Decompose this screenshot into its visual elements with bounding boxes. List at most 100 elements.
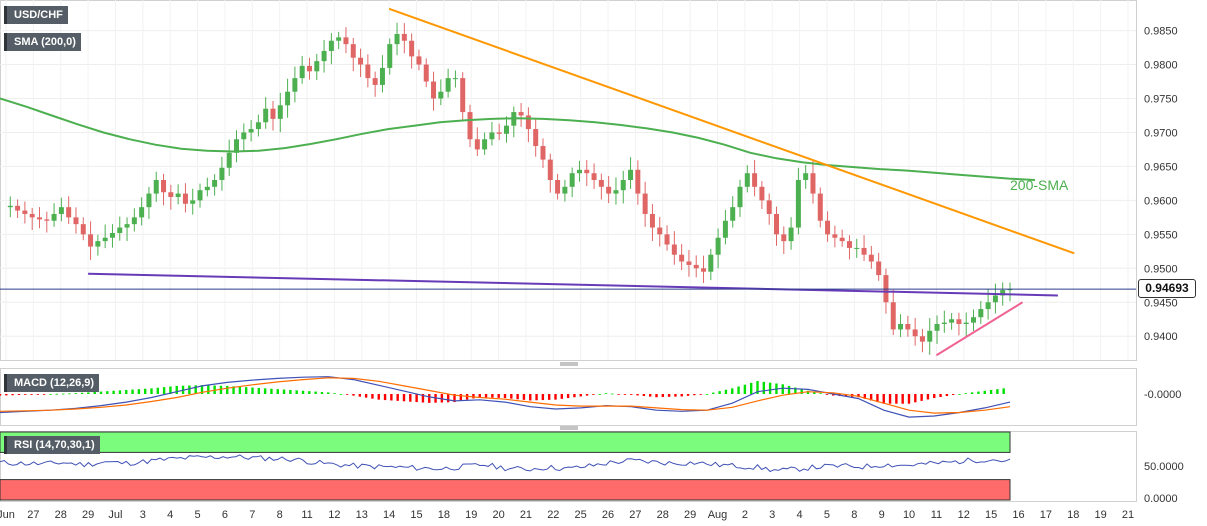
macd-histogram-bar bbox=[358, 394, 362, 397]
price-tick-label: 0.9400 bbox=[1144, 331, 1178, 343]
macd-histogram-bar bbox=[895, 394, 898, 404]
macd-histogram-bar bbox=[428, 394, 431, 403]
macd-histogram-bar bbox=[617, 394, 620, 395]
macd-histogram-bar bbox=[238, 386, 242, 394]
candle-body bbox=[766, 200, 772, 214]
candle-body bbox=[810, 173, 816, 194]
macd-histogram-bar bbox=[642, 394, 646, 397]
macd-histogram-bar bbox=[295, 390, 298, 394]
macd-histogram-bar bbox=[535, 394, 538, 401]
macd-histogram-bar bbox=[560, 394, 564, 399]
macd-histogram-bar bbox=[686, 394, 690, 396]
macd-histogram-bar bbox=[832, 394, 835, 396]
macd-series bbox=[0, 376, 1011, 418]
macd-histogram-bar bbox=[680, 394, 683, 397]
macd-histogram-bar bbox=[573, 394, 576, 398]
macd-histogram-bar bbox=[118, 390, 122, 394]
candle-body bbox=[876, 261, 882, 276]
time-tick-label: 2 bbox=[742, 509, 748, 521]
candle-body bbox=[416, 56, 422, 65]
macd-histogram-bar bbox=[68, 393, 71, 395]
candle-body bbox=[701, 268, 707, 272]
sma-indicator-label[interactable]: SMA (200,0) bbox=[4, 33, 81, 51]
macd-histogram-bar bbox=[977, 391, 980, 394]
rsi-line bbox=[0, 454, 1011, 473]
time-tick-label: 14 bbox=[383, 509, 395, 521]
time-tick-label: 19 bbox=[1095, 509, 1107, 521]
time-tick-label: 19 bbox=[465, 509, 477, 521]
macd-histogram-bar bbox=[964, 393, 968, 394]
macd-histogram-bar bbox=[352, 394, 355, 396]
candle-body bbox=[905, 324, 911, 330]
macd-histogram-bar bbox=[55, 393, 59, 395]
time-tick-label: 12 bbox=[328, 509, 340, 521]
candle-body bbox=[496, 132, 502, 134]
price-tick-label: 0.9700 bbox=[1144, 127, 1178, 139]
candlestick-series bbox=[7, 22, 1013, 355]
candle-body bbox=[978, 309, 984, 318]
time-tick-label: 11 bbox=[301, 509, 312, 521]
time-tick-label: 11 bbox=[931, 509, 942, 521]
macd-histogram-bar bbox=[737, 386, 740, 394]
candle-body bbox=[299, 65, 305, 79]
sma-200-line bbox=[0, 97, 1036, 181]
macd-histogram-bar bbox=[585, 394, 589, 396]
candle-body bbox=[409, 40, 415, 57]
candle-body bbox=[941, 322, 947, 324]
macd-histogram-bar bbox=[794, 387, 797, 394]
macd-histogram-bar bbox=[636, 394, 639, 396]
candle-body bbox=[394, 33, 400, 45]
macd-histogram-bar bbox=[743, 384, 747, 394]
pane-dividers[interactable] bbox=[560, 362, 578, 430]
candle-body bbox=[117, 227, 123, 233]
rsi-series bbox=[0, 454, 1011, 473]
macd-histogram-bar bbox=[61, 393, 65, 395]
time-tick-label: 9 bbox=[879, 509, 885, 521]
candle-body bbox=[58, 207, 64, 214]
candle-body bbox=[540, 146, 546, 160]
time-tick-label: Jul bbox=[108, 509, 122, 521]
time-tick-label: 4 bbox=[797, 509, 803, 521]
candle-body bbox=[642, 193, 648, 214]
candle-body bbox=[846, 241, 852, 248]
macd-histogram-bar bbox=[598, 394, 601, 395]
macd-histogram-bar bbox=[207, 385, 210, 394]
rsi-indicator-label[interactable]: RSI (14,70,30,1) bbox=[4, 436, 100, 454]
candle-body bbox=[51, 213, 57, 221]
candle-body bbox=[372, 78, 378, 85]
time-tick-label: 22 bbox=[547, 509, 559, 521]
symbol-label[interactable]: USD/CHF bbox=[4, 6, 68, 24]
candle-body bbox=[555, 180, 561, 194]
macd-histogram-bar bbox=[510, 394, 513, 399]
macd-histogram-bar bbox=[175, 385, 178, 394]
macd-indicator-label[interactable]: MACD (12,26,9) bbox=[4, 374, 100, 392]
macd-histogram-bar bbox=[251, 387, 254, 394]
candle-body bbox=[919, 336, 925, 342]
time-tick-label: 28 bbox=[657, 509, 669, 521]
macd-histogram-bar bbox=[920, 394, 923, 401]
candle-body bbox=[161, 180, 167, 193]
candle-body bbox=[66, 207, 72, 218]
macd-histogram-bar bbox=[226, 385, 229, 394]
candle-body bbox=[190, 200, 196, 204]
candle-body bbox=[168, 192, 174, 197]
macd-histogram-bar bbox=[99, 391, 103, 394]
macd-histogram-bar bbox=[80, 392, 84, 394]
macd-histogram-bar bbox=[503, 394, 507, 399]
macd-histogram-bar bbox=[484, 394, 488, 398]
time-tick-label: 4 bbox=[167, 509, 173, 521]
candle-body bbox=[139, 207, 145, 218]
macd-histogram-bar bbox=[661, 394, 665, 398]
rsi-tick-label: 0.0000 bbox=[1144, 493, 1178, 505]
candle-body bbox=[343, 37, 349, 45]
macd-histogram-bar bbox=[74, 393, 77, 394]
macd-histogram-bar bbox=[402, 394, 406, 402]
candle-body bbox=[752, 173, 758, 187]
macd-histogram-bar bbox=[282, 389, 286, 394]
macd-histogram-bar bbox=[491, 394, 494, 398]
macd-histogram-bar bbox=[863, 394, 867, 399]
candle-body bbox=[620, 180, 626, 191]
macd-histogram-bar bbox=[768, 382, 772, 394]
macd-histogram-bar bbox=[383, 394, 387, 401]
candle-body bbox=[759, 186, 765, 201]
